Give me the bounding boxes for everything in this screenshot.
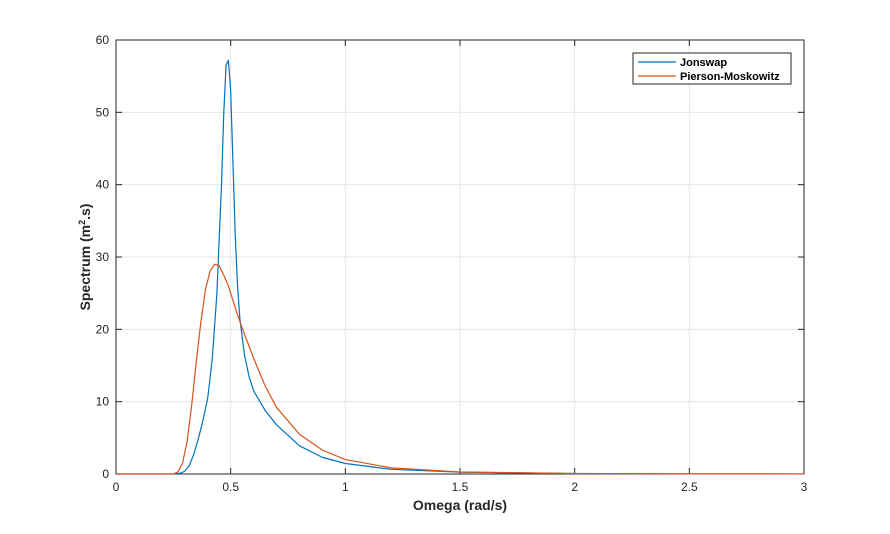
series-line-jonswap [116, 59, 805, 475]
y-tick-label: 20 [96, 322, 110, 336]
series-line-pierson-moskowitz [116, 263, 805, 475]
y-tick-label: 60 [96, 33, 110, 47]
y-tick-label: 0 [102, 467, 109, 481]
x-tick-label: 0.5 [222, 480, 239, 494]
x-tick-label: 2 [571, 480, 578, 494]
x-tick-label: 3 [801, 480, 808, 494]
y-tick-label: 10 [96, 395, 110, 409]
y-axis-label-main: Spectrum (m [77, 225, 93, 311]
y-tick-label: 50 [96, 105, 110, 119]
grid-lines [115, 39, 805, 475]
legend-label: Jonswap [680, 57, 727, 69]
x-tick-label: 1 [342, 480, 349, 494]
x-tick-label: 1.5 [452, 480, 469, 494]
x-tick-label: 0 [113, 480, 120, 494]
series-lines [116, 59, 805, 475]
y-axis-label: Spectrum (m2.s) [77, 204, 93, 311]
y-tick-label: 30 [96, 250, 110, 264]
x-tick-label: 2.5 [681, 480, 698, 494]
legend: Jonswap Pierson-Moskowitz [632, 52, 792, 85]
legend-box [632, 52, 792, 85]
x-axis-label: Omega (rad/s) [413, 497, 507, 513]
y-tick-label: 40 [96, 178, 110, 192]
y-axis-label-superscript: 2 [77, 220, 87, 225]
y-axis-label-end: .s) [77, 204, 93, 220]
legend-label: Pierson-Moskowitz [680, 71, 780, 83]
